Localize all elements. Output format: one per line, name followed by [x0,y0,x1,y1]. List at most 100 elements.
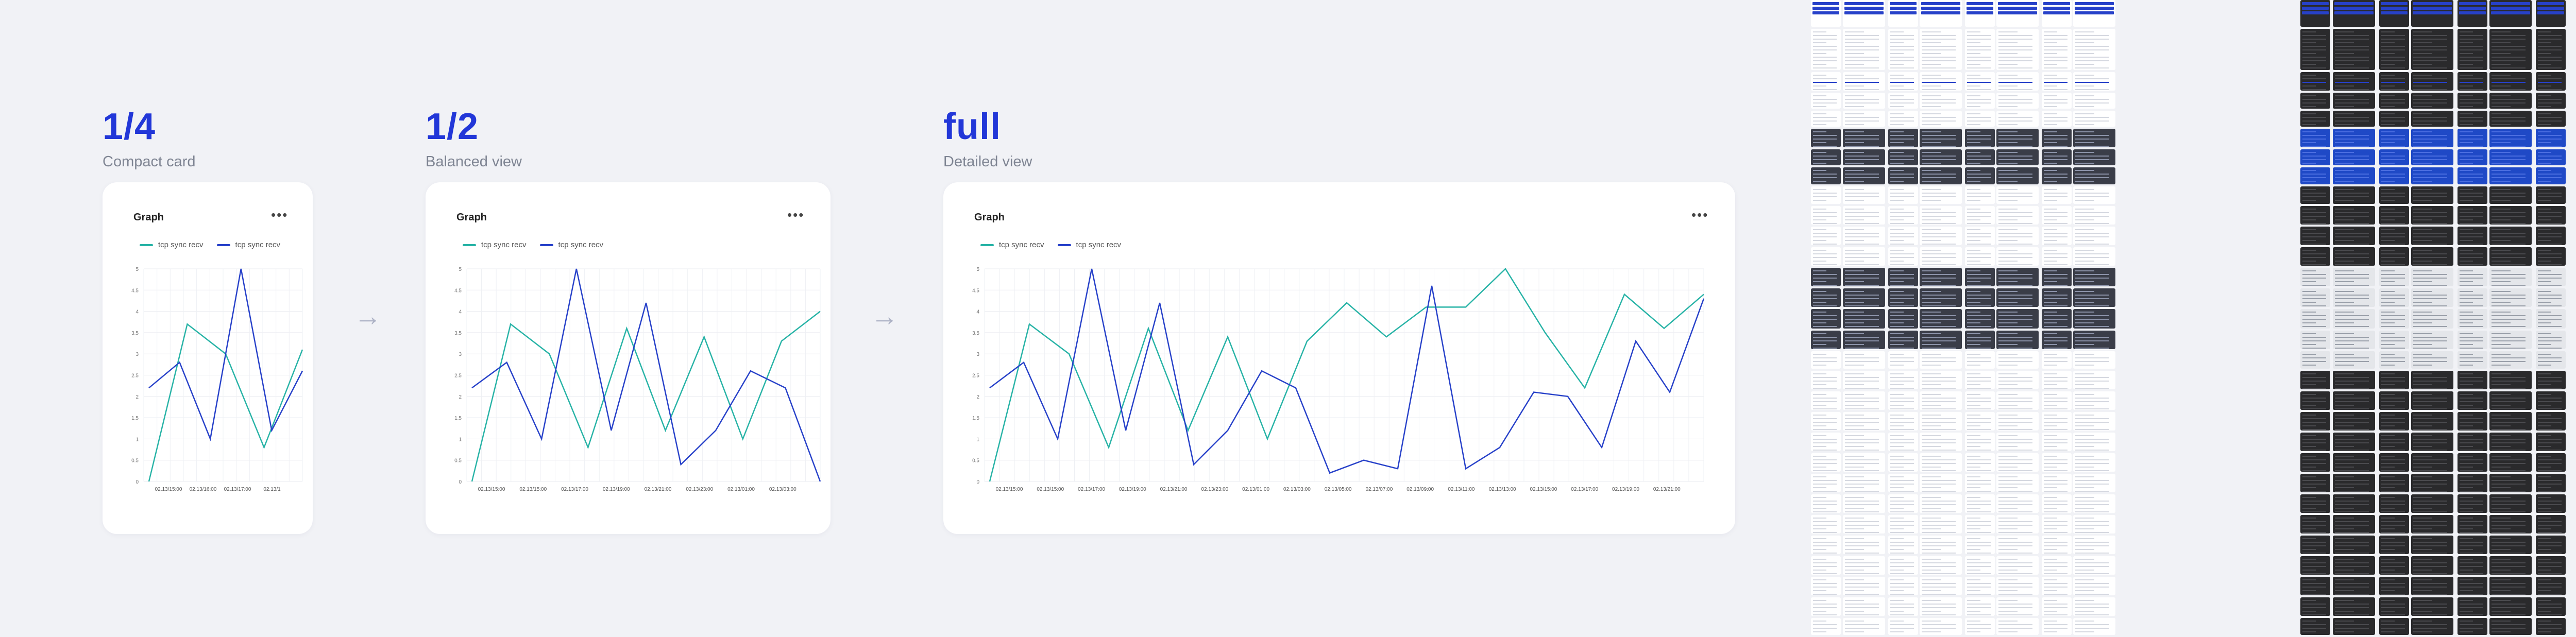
thumbnail-line [2381,381,2405,382]
thumbnail-line [1890,562,1914,563]
thumbnail-preview [2535,167,2566,184]
thumbnail-bar [2413,11,2452,14]
thumbnail-line [1922,233,1956,234]
thumbnail-preview [1965,247,1995,266]
thumbnail-line [2413,60,2447,61]
series-line-teal[interactable] [989,268,1704,482]
series-line-blue[interactable] [989,268,1705,474]
thumbnail-line [2413,216,2447,217]
thumbnail-line [1922,181,1941,182]
thumbnail-line [2413,470,2447,471]
thumbnail-line [1967,446,1981,447]
thumbnail-line [2302,113,2316,114]
thumbnail-line [2492,450,2526,451]
series-line-teal[interactable] [471,311,821,482]
thumbnail-line [1998,611,2018,612]
legend-item-teal[interactable]: tcp sync recv [980,240,1044,249]
thumbnail-line [1922,319,1956,320]
thumbnail-line [1967,181,1981,182]
thumbnail-line [2537,590,2552,591]
thumbnail-line [1813,381,1837,382]
thumbnail-line [2044,628,2068,629]
thumbnail-line [2537,209,2552,210]
series-line-blue[interactable] [471,268,821,482]
thumbnail-line [2044,35,2068,36]
thumbnail-preview [1811,577,1841,595]
thumbnail-line [2302,491,2327,492]
series-line-blue[interactable] [148,268,303,441]
thumbnail-line [2537,365,2552,366]
legend-label: tcp sync recv [235,240,281,249]
more-options-icon[interactable]: ••• [271,207,289,222]
thumbnail-preview [2333,371,2376,389]
thumbnail-line [2075,106,2094,107]
thumbnail-line [2413,545,2447,546]
thumbnail-line [1813,528,1827,529]
thumbnail-preview [2457,331,2487,349]
y-tick-label: 2 [135,394,139,400]
thumbnail-line [1922,459,1956,460]
thumbnail-line [2335,189,2354,190]
more-options-icon[interactable]: ••• [1691,207,1709,222]
thumbnail-line [2537,124,2552,125]
thumbnail-line [1922,212,1956,213]
thumbnail-line [2492,326,2526,327]
thumbnail-line [1967,538,1981,539]
thumbnail-line [1890,542,1914,543]
thumbnail-line [1998,64,2018,65]
thumbnail-line [2459,470,2484,471]
more-options-icon[interactable]: ••• [787,207,805,222]
legend-item-teal[interactable]: tcp sync recv [140,240,204,249]
thumbnail-line [2492,233,2526,234]
thumbnail-line [1890,594,1914,595]
thumbnail-preview [1996,0,2039,27]
thumbnail-preview [1888,129,1918,147]
x-tick-label: 02.13/15:00 [1530,487,1557,492]
thumbnail-preview [2333,309,2376,329]
thumbnail-line [1813,53,1827,54]
legend-label: tcp sync recv [158,240,204,249]
thumbnail-line [2075,326,2109,327]
thumbnail-line [2413,261,2433,262]
thumbnail-line [2459,326,2484,327]
thumbnail-preview [1996,129,2039,147]
thumbnail-line [2413,113,2433,114]
legend-item-blue[interactable]: tcp sync recv [216,240,281,249]
thumbnail-line [2492,381,2526,382]
thumbnail-line [2492,244,2526,245]
thumbnail-line [2537,295,2562,296]
grid-lines [143,268,303,482]
thumbnail-preview [2379,351,2409,369]
legend-item-blue[interactable]: tcp sync recv [1057,240,1121,249]
thumbnail-line [2044,398,2068,399]
thumbnail-line [2044,219,2058,220]
thumbnail-preview [2042,474,2072,492]
legend-label: tcp sync recv [558,240,604,249]
thumbnail-line [1922,295,1956,296]
thumbnail-line [2302,53,2316,54]
thumbnail-line [1922,163,1941,164]
thumbnail-preview [1888,288,1918,307]
thumbnail-line [2413,614,2447,615]
thumbnail-line [1967,177,1991,178]
legend-item-blue[interactable]: tcp sync recv [539,240,604,249]
thumbnail-line [2492,142,2511,143]
thumbnail-bar [1998,11,2037,14]
thumbnail-preview [2535,268,2566,286]
thumbnail-line [2044,319,2068,320]
thumbnail-line [2335,518,2354,519]
thumbnail-preview [2489,433,2532,451]
thumbnail-line [2044,435,2058,436]
thumbnail-line [2302,429,2327,430]
thumbnail-line [1890,566,1914,567]
legend-item-teal[interactable]: tcp sync recv [463,240,527,249]
series-line-teal[interactable] [148,323,303,482]
thumbnail-line [1845,532,1879,533]
thumbnail-line [2413,322,2433,323]
thumbnail-line [2492,504,2526,505]
thumbnail-line [2537,244,2562,245]
thumbnail-preview [1920,93,1962,109]
thumbnail-line [2075,624,2109,625]
thumbnail-line [1813,49,1837,50]
thumbnail-line [2413,459,2447,460]
